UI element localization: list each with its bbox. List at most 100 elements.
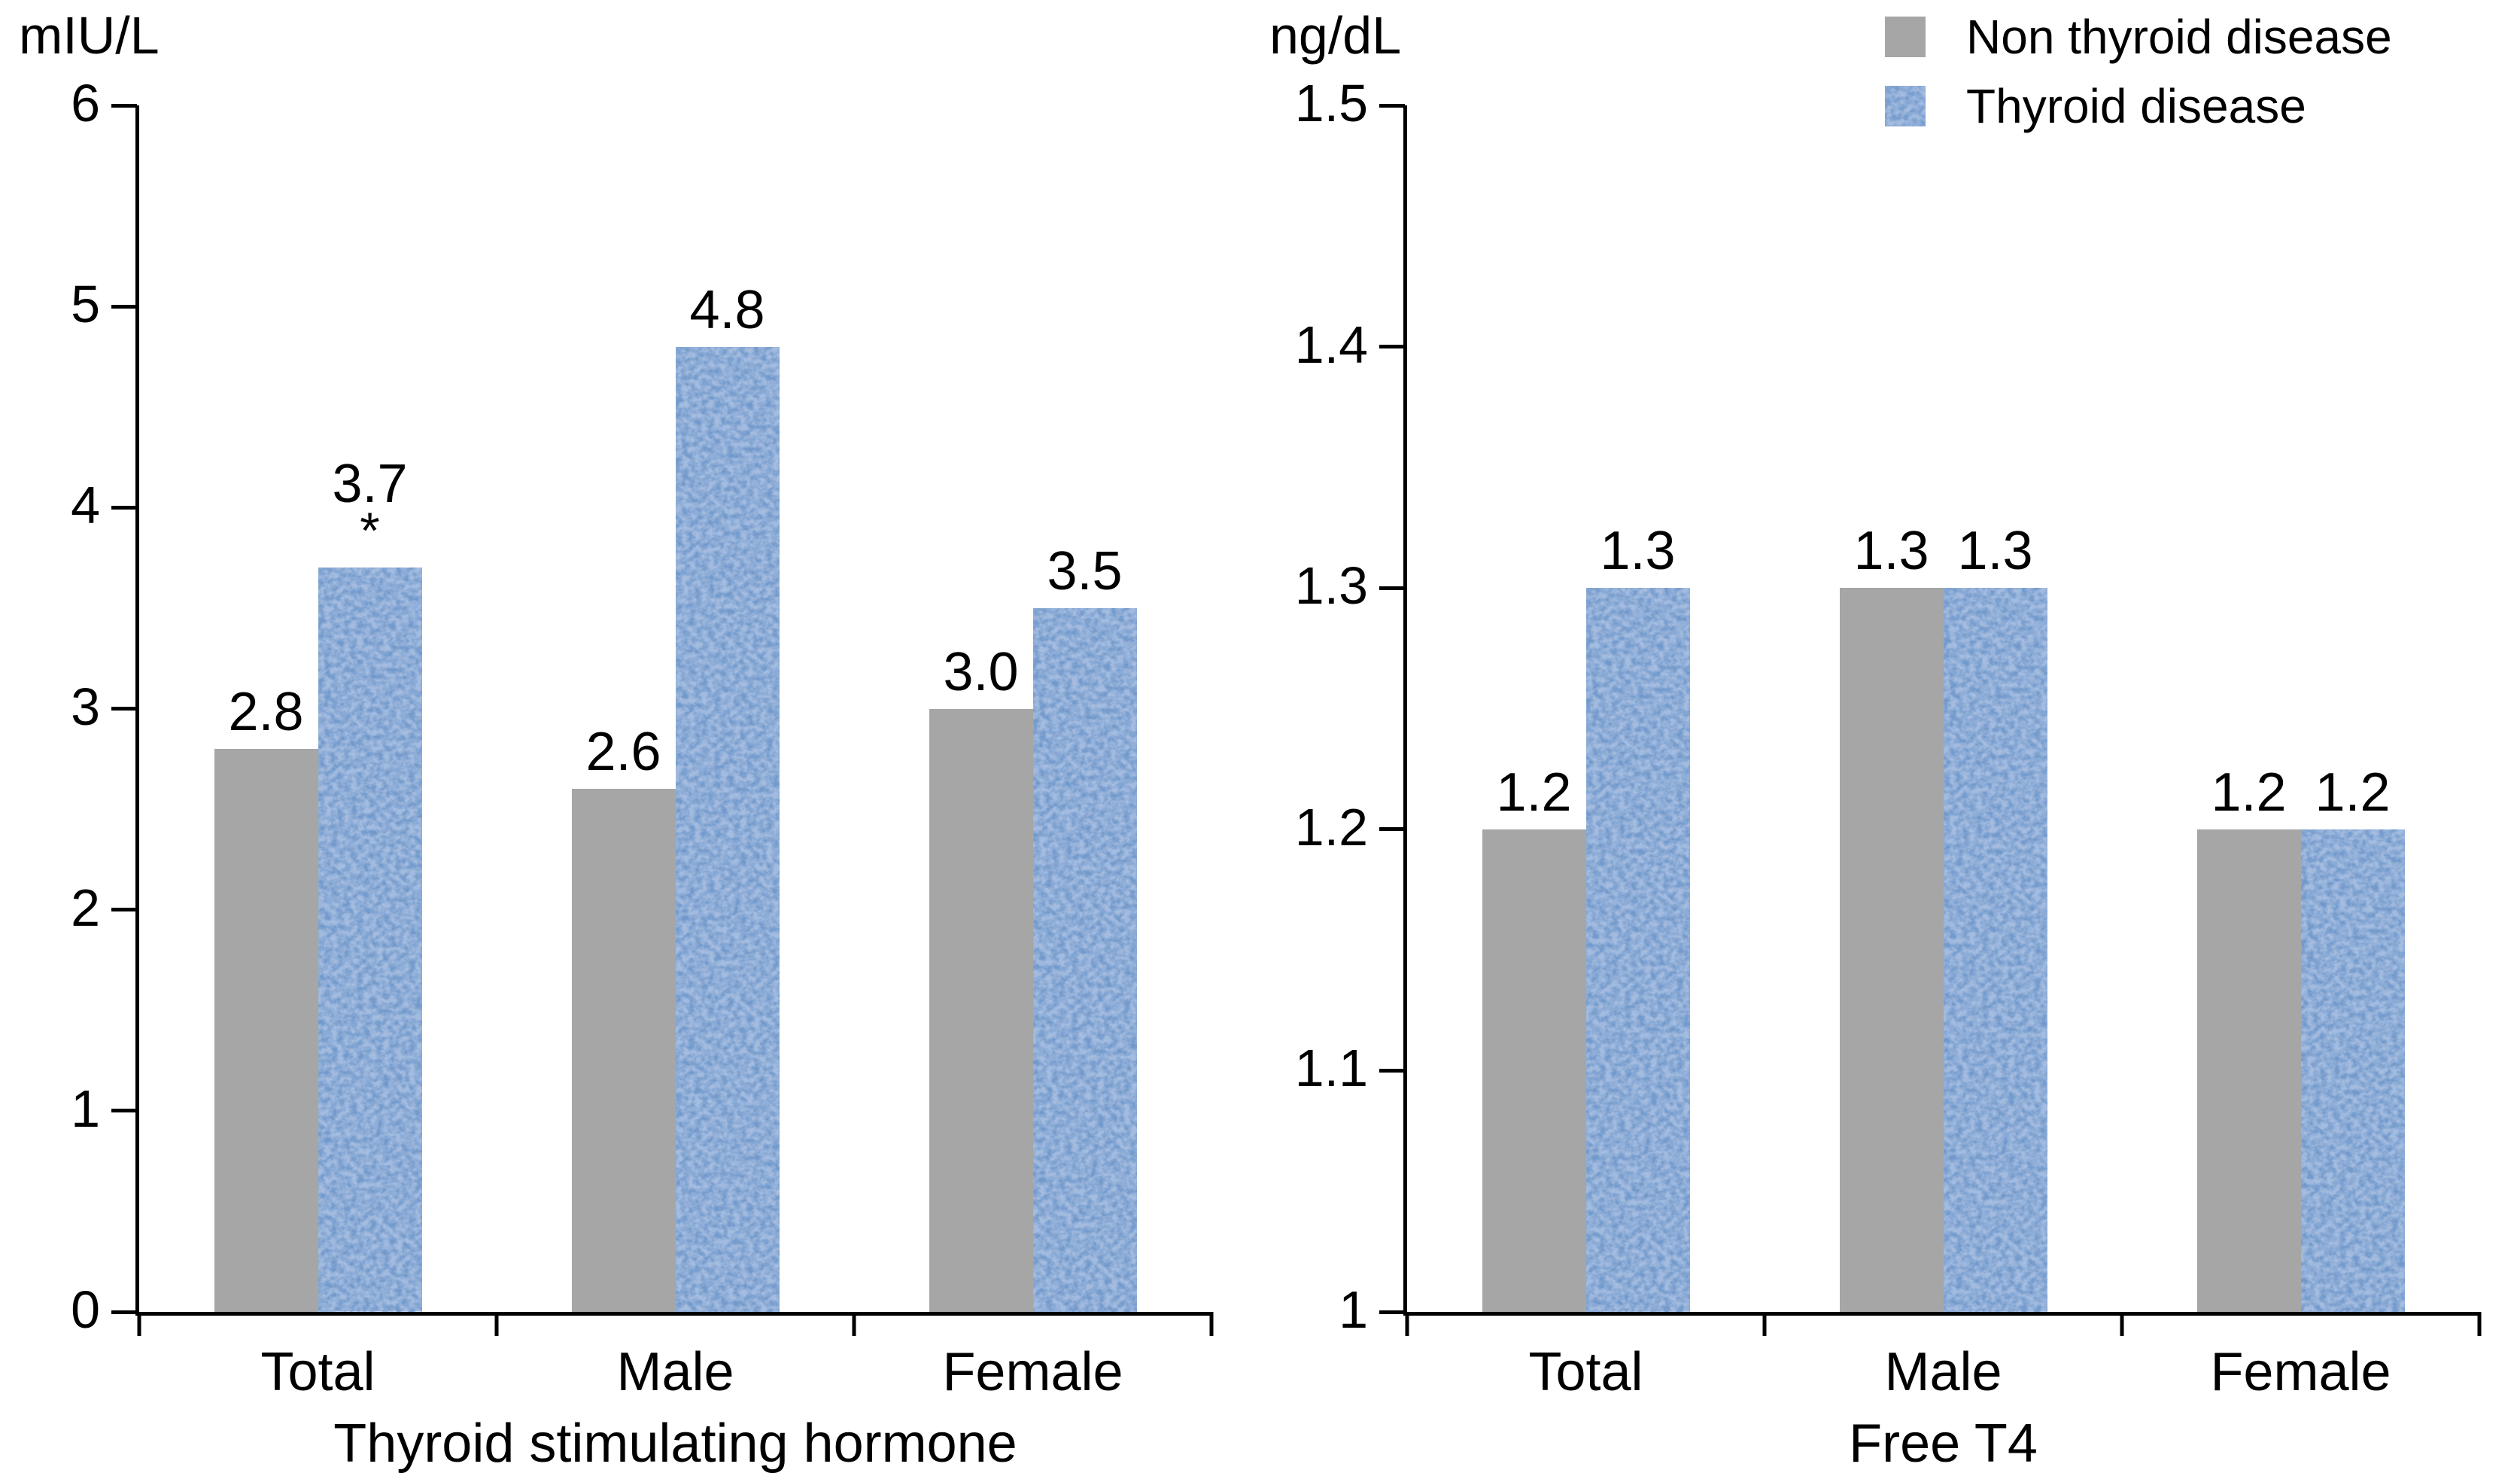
y-tick-label: 3 — [71, 677, 100, 736]
bar-pair: 1.2 1.2 — [2196, 765, 2405, 1312]
y-tick-label: 2 — [71, 878, 100, 937]
blue-texture-bar-fill — [675, 346, 780, 1312]
x-axis-title-tsh: Thyroid stimulating hormone — [333, 1414, 1017, 1474]
bar-value-label: 1.2 — [1496, 765, 1571, 820]
bar-pair: 3.0 3.5 — [929, 543, 1137, 1312]
category-slot-male: 2.6 4.8 — [497, 105, 854, 1312]
y-tick-mark — [111, 1109, 137, 1113]
y-tick-label: 6 — [71, 74, 100, 133]
y-tick-mark — [1379, 345, 1405, 349]
y-tick-label: 1.4 — [1294, 315, 1368, 374]
tsh-plot-area: Thyroid stimulating hormone 0 1 2 3 4 5 6 2.8 3.… — [71, 77, 1214, 1473]
y-tick-label: 0 — [71, 1280, 100, 1340]
value-text: 1.3 — [1957, 521, 2033, 582]
y-tick-label: 1.3 — [1294, 556, 1368, 616]
value-text: 1.3 — [1853, 521, 1929, 582]
value-text: 1.2 — [2211, 762, 2287, 823]
legend-item-thyroid: Thyroid disease — [1885, 81, 2392, 131]
bar-non-thyroid-female: 3.0 — [929, 644, 1033, 1312]
value-text: 2.8 — [228, 681, 304, 742]
blue-texture-bar-fill — [1943, 588, 2047, 1312]
gray-bar-fill — [1482, 829, 1586, 1312]
y-tick-label: 1.2 — [1294, 797, 1368, 857]
bar-value-label: 4.8 — [689, 282, 765, 338]
y-tick-mark — [1379, 827, 1405, 832]
value-text: 3.0 — [943, 641, 1019, 702]
category-slot-male: 1.3 1.3 — [1765, 105, 2122, 1312]
legend: Non thyroid disease Thyroid disease — [1885, 12, 2392, 151]
y-tick-mark — [111, 1310, 137, 1314]
free-t4-plot-area: Free T4 1 1.1 1.2 1.3 1.4 1.5 1.2 1.3 Total 1.3 1.… — [1295, 77, 2482, 1473]
bar-non-thyroid-female: 1.2 — [2196, 765, 2301, 1312]
bar-pair: 2.8 3.7 * — [214, 456, 422, 1312]
bar-value-label: 1.3 — [1853, 523, 1929, 579]
bar-value-label: 3.7 * — [332, 456, 407, 558]
blue-texture-bar-fill — [1032, 607, 1137, 1312]
legend-swatch-gray — [1885, 17, 1926, 57]
bar-non-thyroid-total: 1.2 — [1482, 765, 1586, 1312]
x-category-label-female: Female — [942, 1342, 1123, 1402]
value-text: 1.2 — [2315, 762, 2391, 823]
y-tick-mark — [1379, 1310, 1405, 1314]
bar-value-label: 1.3 — [1957, 523, 2032, 579]
legend-item-non-thyroid: Non thyroid disease — [1885, 12, 2392, 62]
bar-value-label: 1.2 — [2211, 765, 2286, 820]
x-tick-mark — [852, 1312, 856, 1336]
y-tick-label: 5 — [71, 275, 100, 334]
y-tick-mark — [111, 304, 137, 309]
y-tick-label: 1 — [1339, 1280, 1368, 1340]
bar-pair: 2.6 4.8 — [571, 282, 780, 1312]
x-axis-title-free-t4: Free T4 — [1849, 1414, 2038, 1474]
x-tick-mark — [2120, 1312, 2124, 1336]
significance-asterisk: * — [360, 502, 380, 560]
value-text: 2.6 — [585, 722, 661, 783]
value-text: 3.5 — [1047, 540, 1123, 601]
bar-value-label: 1.2 — [2315, 765, 2390, 820]
y-tick-mark — [111, 707, 137, 711]
bar-thyroid-total: 3.7 * — [318, 456, 422, 1312]
bar-thyroid-total: 1.3 — [1585, 523, 1690, 1312]
y-tick-label: 1.1 — [1294, 1039, 1368, 1098]
gray-bar-fill — [1839, 588, 1944, 1312]
category-slot-total: 1.2 1.3 — [1407, 105, 1765, 1312]
legend-label-non-thyroid: Non thyroid disease — [1966, 10, 2392, 64]
value-text: 1.3 — [1600, 521, 1676, 582]
y-tick-mark — [1379, 1068, 1405, 1073]
bar-value-label: 2.8 — [228, 684, 303, 740]
gray-bar-fill — [214, 748, 318, 1312]
blue-texture-bar-fill — [2300, 829, 2405, 1312]
bar-thyroid-female: 1.2 — [2300, 765, 2405, 1312]
x-tick-mark — [494, 1312, 499, 1336]
legend-label-thyroid: Thyroid disease — [1966, 79, 2306, 133]
y-tick-mark — [111, 103, 137, 108]
gray-bar-fill — [571, 789, 676, 1312]
x-tick-mark — [1762, 1312, 1767, 1336]
value-text: 3.7 — [332, 454, 408, 515]
gray-bar-fill — [2196, 829, 2301, 1312]
x-category-label-male: Male — [1884, 1342, 2002, 1402]
x-tick-mark — [2477, 1312, 2482, 1336]
x-category-label-total: Total — [1528, 1342, 1643, 1402]
y-tick-mark — [111, 505, 137, 510]
bar-non-thyroid-male: 2.6 — [571, 724, 676, 1312]
bar-pair: 1.2 1.3 — [1482, 523, 1690, 1312]
y-tick-mark — [1379, 586, 1405, 590]
y-tick-mark — [111, 908, 137, 912]
bar-thyroid-female: 3.5 — [1032, 543, 1137, 1312]
y-tick-mark — [1379, 103, 1405, 108]
x-tick-mark — [137, 1312, 141, 1336]
bar-thyroid-male: 1.3 — [1943, 523, 2047, 1312]
category-slot-female: 3.0 3.5 — [854, 105, 1211, 1312]
bar-pair: 1.3 1.3 — [1839, 523, 2047, 1312]
bar-non-thyroid-male: 1.3 — [1839, 523, 1944, 1312]
category-slot-total: 2.8 3.7 * — [139, 105, 497, 1312]
x-tick-mark — [1405, 1312, 1409, 1336]
y-axis-unit-right: ng/dL — [1269, 6, 1402, 65]
bar-value-label: 3.0 — [943, 644, 1018, 700]
bar-value-label: 1.3 — [1600, 523, 1675, 579]
bar-value-label: 3.5 — [1047, 543, 1122, 599]
blue-texture-bar-fill — [1585, 588, 1690, 1312]
category-slot-female: 1.2 1.2 — [2122, 105, 2479, 1312]
value-text: 4.8 — [689, 279, 765, 340]
